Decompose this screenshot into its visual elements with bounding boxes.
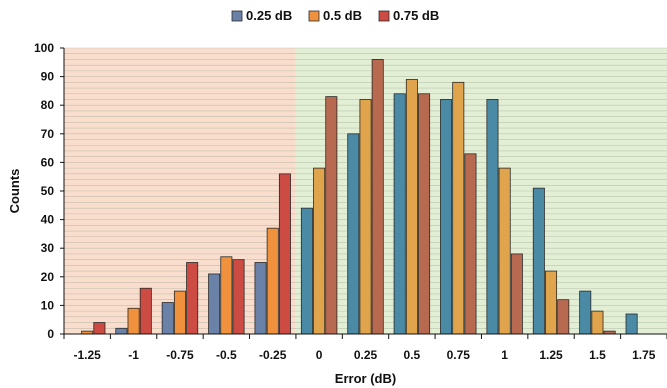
legend-label: 0.75 dB: [393, 8, 439, 23]
x-tick-label: 1.75: [632, 348, 656, 362]
y-tick-label: 90: [41, 70, 55, 84]
bar: [254, 262, 267, 335]
bar: [486, 99, 499, 335]
bar: [93, 322, 106, 335]
x-tick-label: -0.5: [216, 348, 237, 362]
bar: [208, 273, 221, 335]
bar: [510, 253, 523, 335]
y-tick-label: 20: [41, 270, 55, 284]
bar: [278, 173, 291, 335]
bar: [313, 167, 326, 335]
x-tick-label: -0.75: [166, 348, 194, 362]
bar: [161, 302, 174, 335]
bar: [173, 290, 186, 335]
y-tick-label: 70: [41, 127, 55, 141]
x-tick-label: -1.25: [74, 348, 102, 362]
x-tick-label: 1: [501, 348, 508, 362]
legend-label: 0.5 dB: [323, 8, 362, 23]
y-tick-label: 10: [41, 298, 55, 312]
x-tick-label: 0.25: [354, 348, 378, 362]
bar: [532, 187, 545, 335]
bar: [232, 259, 245, 335]
x-tick-label: 0: [316, 348, 323, 362]
bar: [579, 290, 592, 335]
bar: [186, 262, 199, 335]
y-tick-label: 80: [41, 98, 55, 112]
bar: [591, 310, 604, 335]
x-tick-label: 1.25: [539, 348, 563, 362]
legend-label: 0.25 dB: [246, 8, 292, 23]
bar: [115, 327, 128, 335]
y-tick-label: 100: [34, 41, 54, 55]
bar: [452, 81, 465, 335]
bar: [464, 153, 477, 335]
x-axis-title: Error (dB): [335, 371, 396, 386]
bar: [393, 93, 406, 335]
bar: [300, 207, 313, 335]
y-axis-title: Counts: [7, 169, 22, 214]
x-tick-label: 0.75: [447, 348, 471, 362]
bar: [557, 299, 570, 335]
legend-swatch: [308, 10, 320, 22]
bar: [347, 133, 360, 335]
bar: [625, 313, 638, 335]
bar: [405, 79, 418, 335]
bar: [418, 93, 431, 335]
bar: [371, 59, 384, 335]
x-tick-label: -0.25: [259, 348, 287, 362]
y-tick-label: 0: [47, 327, 54, 341]
y-tick-label: 40: [41, 213, 55, 227]
bar: [498, 167, 511, 335]
bar: [127, 307, 140, 335]
x-tick-label: -1: [128, 348, 139, 362]
bar: [325, 96, 338, 335]
bar: [139, 287, 152, 335]
bar: [440, 99, 453, 335]
y-tick-label: 30: [41, 241, 55, 255]
bar: [545, 270, 558, 335]
bar: [266, 227, 279, 335]
bar: [220, 256, 233, 335]
y-tick-label: 60: [41, 155, 55, 169]
legend-swatch: [378, 10, 390, 22]
x-tick-label: 0.5: [404, 348, 421, 362]
y-tick-label: 50: [41, 184, 55, 198]
legend-swatch: [231, 10, 243, 22]
bar: [359, 99, 372, 335]
x-tick-label: 1.5: [589, 348, 606, 362]
